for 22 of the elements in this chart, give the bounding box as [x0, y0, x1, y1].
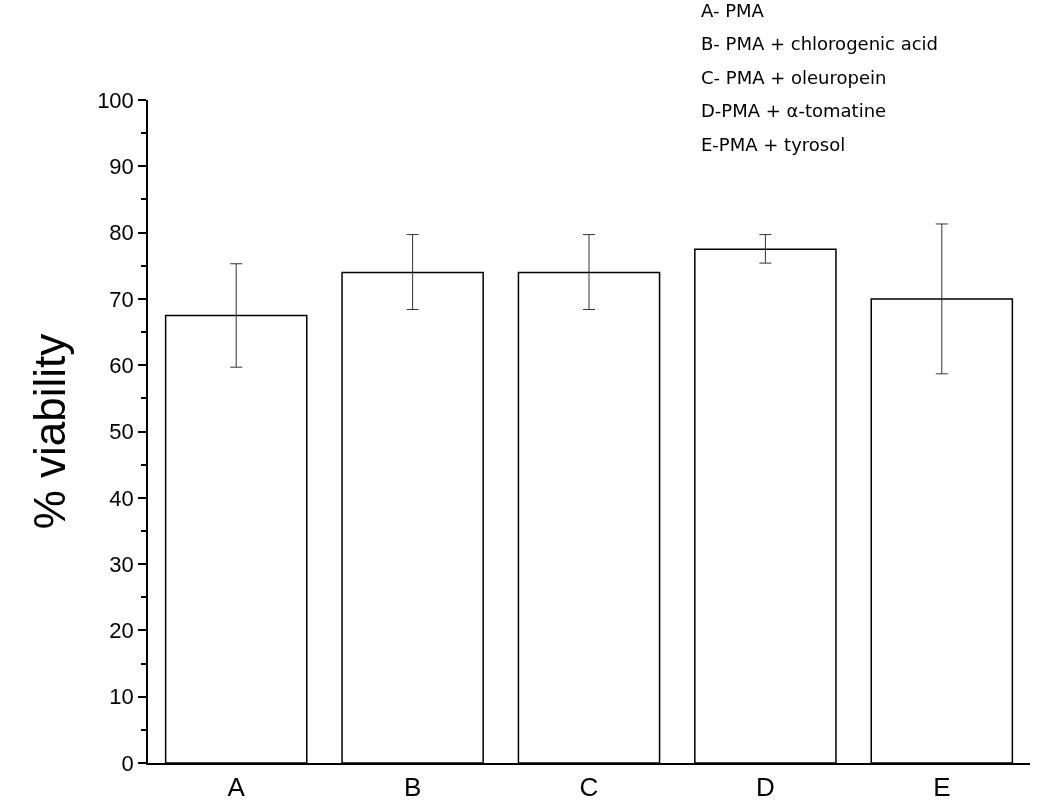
text: B- PMA + chlorogenic acid — [701, 33, 939, 54]
text: A- PMA — [701, 0, 765, 21]
x-tick-label: A — [227, 771, 246, 802]
y-axis-title: % viability — [24, 333, 74, 530]
y-tick-label: 10 — [109, 684, 134, 710]
x-tick-label: D — [756, 771, 775, 802]
y-tick-label: 60 — [109, 352, 134, 378]
y-tick-label: 80 — [109, 220, 134, 246]
y-tick-label: 70 — [109, 286, 134, 312]
y-tick-label: 100 — [97, 87, 134, 113]
y-tick-label: 50 — [109, 419, 134, 445]
y-tick-label: 0 — [121, 750, 134, 776]
annotation: D-PMA + α-tomatine — [701, 100, 887, 121]
y-tick-label: 90 — [109, 154, 134, 179]
x-tick-label: B — [403, 771, 422, 802]
y-tick-label: 20 — [109, 618, 134, 644]
y-tick-label: 40 — [109, 485, 134, 511]
x-tick-label: C — [579, 771, 599, 802]
annotation: E-PMA + tyrosol — [701, 134, 846, 155]
x-tick-label: E — [933, 771, 951, 802]
text: C- PMA + oleuropein — [701, 67, 887, 88]
y-tick-label: 30 — [109, 551, 134, 577]
